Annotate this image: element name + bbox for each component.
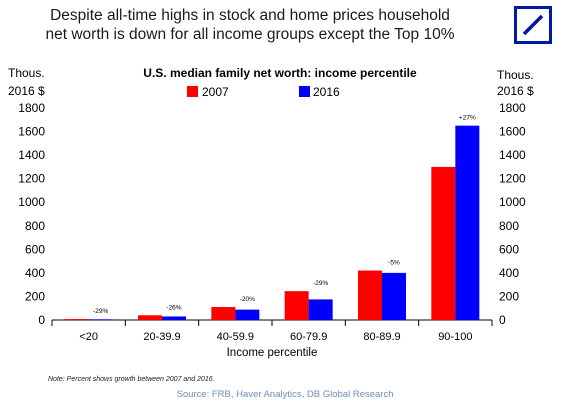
percent-change-label: +27% <box>459 115 476 122</box>
y-tick-label-left: 600 <box>25 242 45 256</box>
bar-2016-3 <box>235 309 260 320</box>
y-tick-label-left: 800 <box>25 219 45 233</box>
y-tick-label-left: 1400 <box>18 148 45 162</box>
x-tick-label: 90-100 <box>438 331 472 343</box>
bar-2016-5 <box>382 272 406 320</box>
headline-line-2: net worth is down for all income groups … <box>45 26 455 43</box>
percent-change-label: -29% <box>93 308 108 315</box>
y-tick-label-right: 200 <box>499 289 519 303</box>
y-tick-label-left: 0 <box>38 313 45 327</box>
y-tick-label-left: 1600 <box>18 125 45 139</box>
bar-2007-4 <box>284 291 309 320</box>
y-tick-label-right: 1400 <box>499 148 526 162</box>
headline: Despite all-time highs in stock and home… <box>0 6 500 44</box>
right-axis-unit-line-2: 2016 $ <box>497 84 534 98</box>
y-tick-label-left: 1000 <box>18 195 45 209</box>
x-tick-label: 40-59.9 <box>217 331 254 343</box>
y-tick-label-left: 200 <box>25 289 45 303</box>
x-tick-label: 60-79.9 <box>290 331 327 343</box>
legend: 2007 2016 <box>187 85 340 99</box>
bar-2007-5 <box>358 270 382 320</box>
legend-label-2016: 2016 <box>313 85 340 99</box>
percent-change-label: -29% <box>313 280 328 287</box>
deutsche-bank-logo-icon <box>514 6 552 44</box>
headline-line-1: Despite all-time highs in stock and home… <box>50 7 450 24</box>
percent-change-label: -5% <box>388 260 400 267</box>
bar-2007-6 <box>431 166 456 320</box>
chart-title: U.S. median family net worth: income per… <box>143 66 417 80</box>
bar-2016-1 <box>88 319 113 320</box>
legend-swatch-2007 <box>187 86 198 97</box>
left-axis-unit-line-2: 2016 $ <box>8 84 45 98</box>
percent-change-label: -20% <box>240 296 255 303</box>
bar-2016-6 <box>455 125 480 321</box>
y-tick-label-right: 1200 <box>499 172 526 186</box>
y-tick-label-right: 400 <box>499 266 519 280</box>
bar-2016-4 <box>308 299 333 320</box>
bar-2016-2 <box>162 316 186 320</box>
x-tick-label: 80-89.9 <box>363 331 400 343</box>
bar-2007-1 <box>64 319 89 320</box>
x-tick-label: 20-39.9 <box>143 331 180 343</box>
y-tick-label-left: 1800 <box>18 101 45 115</box>
left-axis-unit-line-1: Thous. <box>8 66 45 80</box>
plot-area: 0 0 200 200 400 400 600 600 800 800 1000 1000 1200 12… <box>18 101 526 343</box>
legend-label-2007: 2007 <box>202 85 229 99</box>
y-tick-label-left: 1200 <box>18 172 45 186</box>
y-tick-label-right: 600 <box>499 242 519 256</box>
bar-2007-3 <box>211 307 236 320</box>
y-tick-label-right: 1600 <box>499 125 526 139</box>
y-tick-label-right: 1000 <box>499 195 526 209</box>
x-axis-label: Income percentile <box>227 347 318 359</box>
source-line: Source: FRB, Haver Analytics, DB Global … <box>176 389 394 400</box>
right-axis-unit-line-1: Thous. <box>497 68 534 82</box>
x-tick-label: <20 <box>79 331 98 343</box>
y-tick-label-right: 0 <box>499 313 506 327</box>
y-tick-label-right: 1800 <box>499 101 526 115</box>
footnote: Note: Percent shows growth between 2007 … <box>48 376 215 383</box>
bar-2007-2 <box>138 315 162 320</box>
percent-change-label: -26% <box>166 304 181 311</box>
y-tick-label-left: 400 <box>25 266 45 280</box>
chart: U.S. median family net worth: income per… <box>8 66 534 359</box>
legend-swatch-2016 <box>299 86 310 97</box>
y-tick-label-right: 800 <box>499 219 519 233</box>
